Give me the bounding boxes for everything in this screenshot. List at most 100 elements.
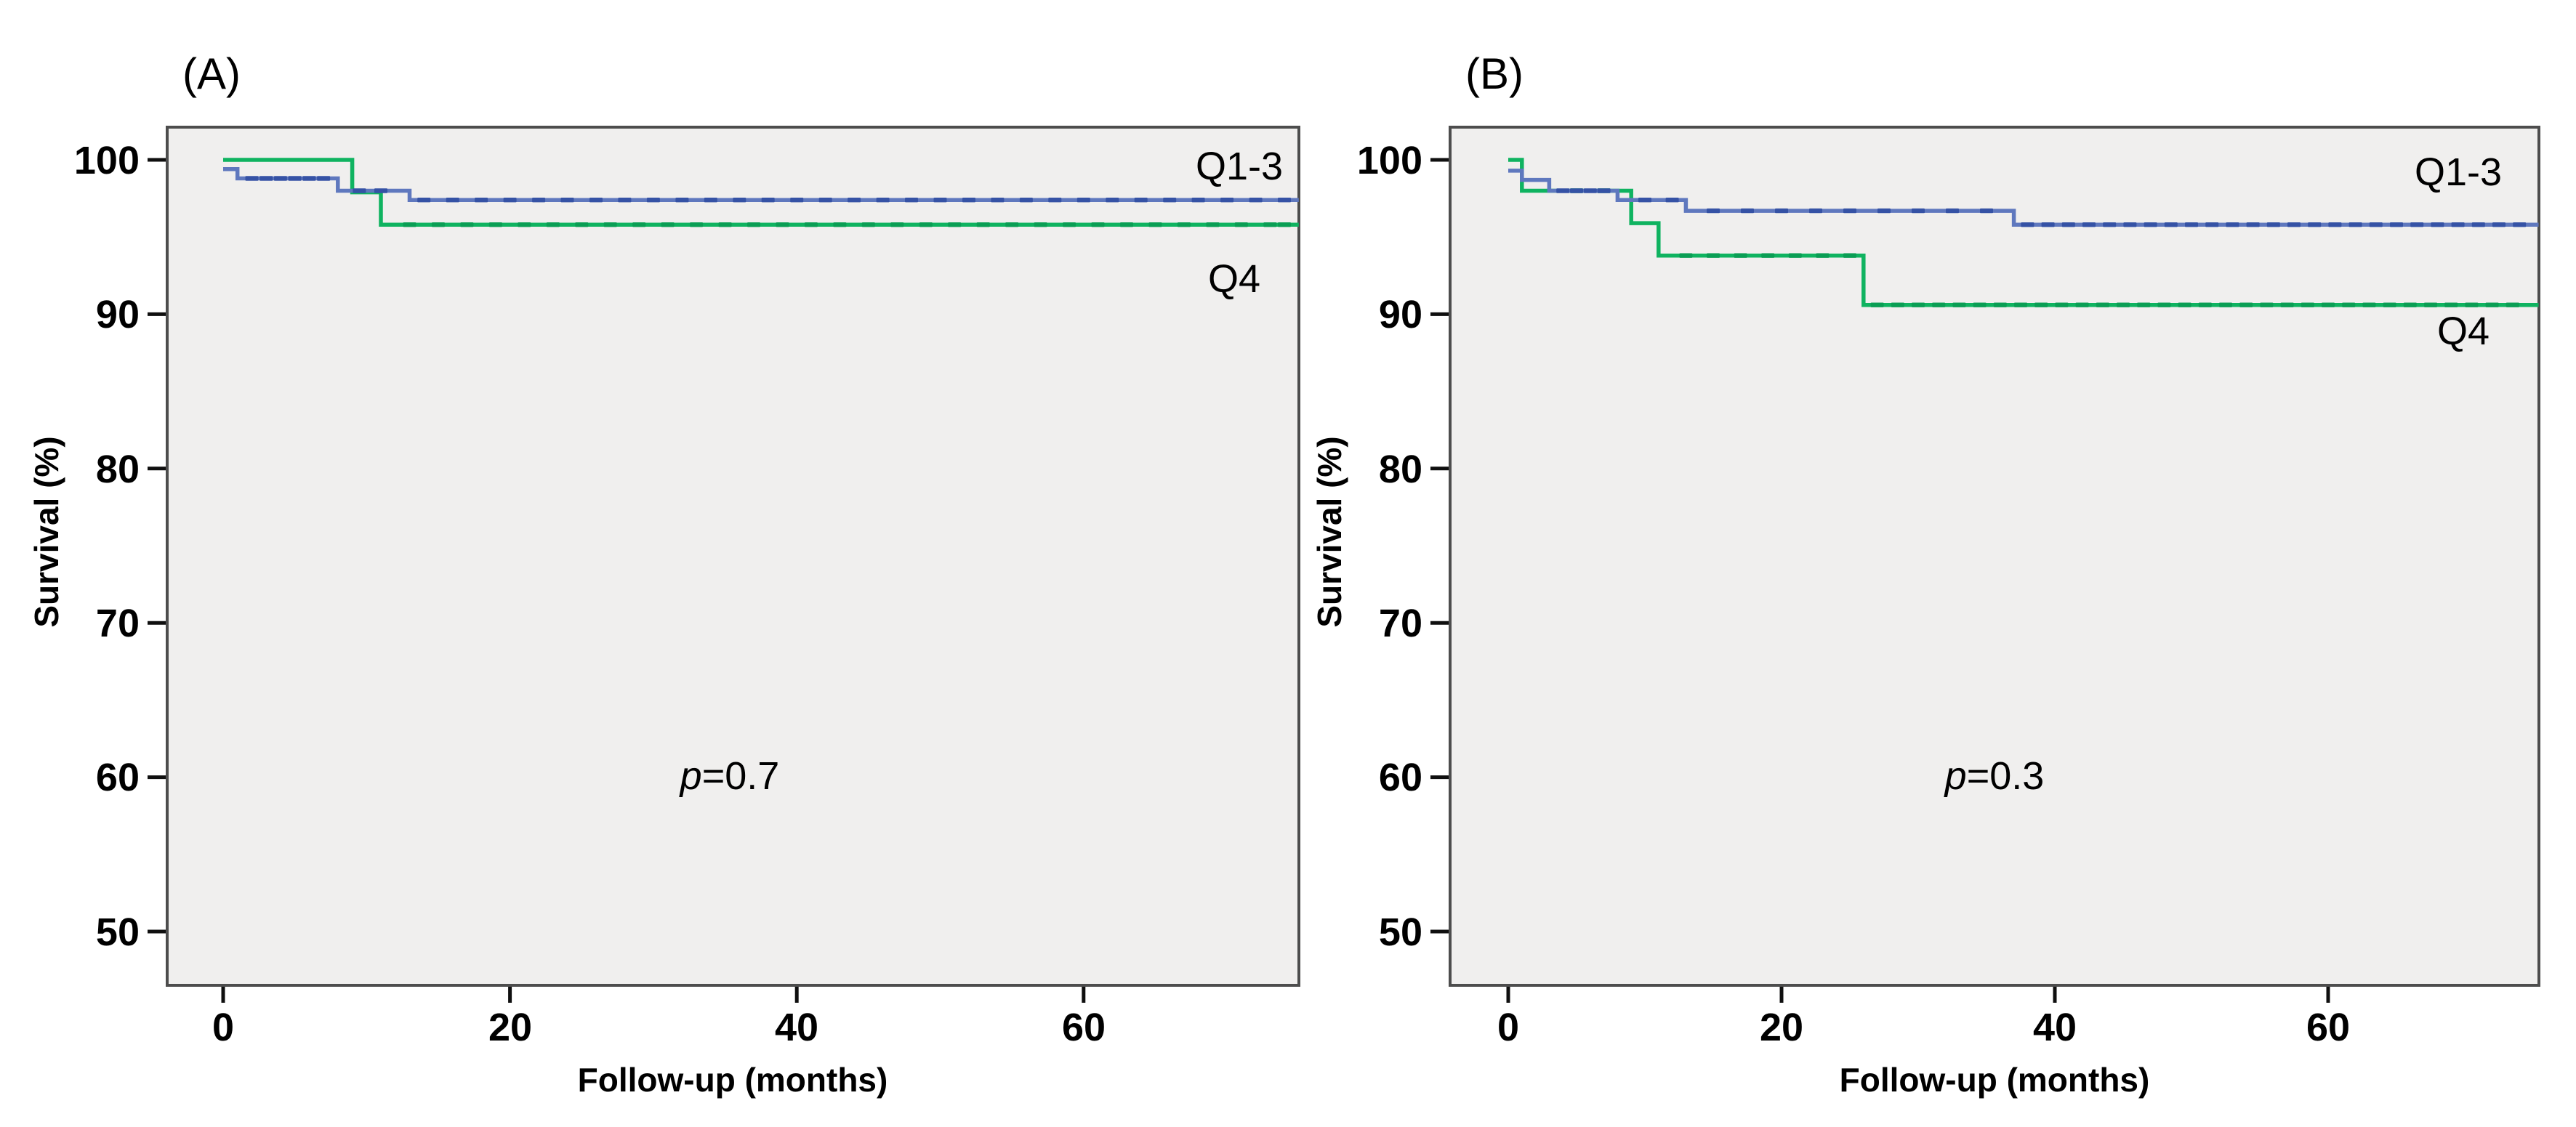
x-tick-label: 40: [2033, 1006, 2077, 1049]
y-tick-label: 50: [1379, 910, 1422, 954]
x-tick-label: 0: [1497, 1006, 1519, 1049]
censor-mark: [1843, 253, 1856, 258]
censor-mark: [1134, 198, 1148, 203]
panel-a: (A) 100 90 80 70 60 50 0 20 40 60 Follow…: [28, 49, 1300, 1099]
x-tick-label: 0: [212, 1006, 234, 1049]
censor-mark: [1177, 222, 1191, 227]
censor-mark: [1843, 208, 1856, 214]
y-tick-label: 100: [74, 139, 140, 182]
censor-mark: [1076, 198, 1090, 203]
censor-mark: [2280, 302, 2294, 307]
censor-mark: [2471, 222, 2485, 227]
censor-mark: [1570, 188, 1583, 193]
censor-mark: [1980, 208, 1993, 214]
censor-mark: [2185, 222, 2198, 227]
series-label-q1-3: Q1-3: [2415, 150, 2502, 194]
censor-mark: [991, 198, 1005, 203]
censor-mark: [2322, 302, 2335, 307]
censor-mark: [2362, 302, 2376, 307]
censor-mark: [675, 198, 689, 203]
censor-mark: [2308, 222, 2322, 227]
censor-mark: [1952, 302, 1966, 307]
censor-mark: [761, 198, 775, 203]
censor-mark: [747, 222, 760, 227]
censor-mark: [1234, 222, 1248, 227]
censor-mark: [1741, 208, 1754, 214]
censor-mark: [1775, 208, 1788, 214]
censor-mark: [2260, 302, 2274, 307]
censor-mark: [532, 198, 546, 203]
censor-mark: [776, 222, 789, 227]
censor-mark: [2144, 222, 2157, 227]
y-tick-label: 90: [96, 293, 140, 336]
censor-mark: [1163, 198, 1177, 203]
censor-mark: [2034, 302, 2048, 307]
censor-mark: [1973, 302, 1987, 307]
p-symbol: p: [1944, 754, 1967, 798]
censor-mark: [2485, 302, 2499, 307]
censor-mark: [833, 222, 847, 227]
p-value-text: =0.7: [702, 754, 780, 798]
y-axis-title-a: Survival (%): [28, 436, 65, 627]
plot-area-b: [1449, 126, 2540, 987]
plot-area-a: [166, 126, 1300, 987]
censor-mark: [2061, 222, 2075, 227]
curves-b: [1430, 158, 2539, 1003]
censor-mark: [861, 222, 875, 227]
censor-mark: [1278, 198, 1291, 203]
censor-mark: [1206, 222, 1220, 227]
censor-mark: [1249, 198, 1263, 203]
censor-mark: [2075, 302, 2089, 307]
censor-mark: [2096, 302, 2109, 307]
censor-mark: [876, 198, 890, 203]
censor-mark: [2055, 302, 2069, 307]
censor-mark: [690, 222, 704, 227]
censor-mark: [1106, 198, 1119, 203]
curves-a: [148, 158, 1299, 1003]
censor-mark: [661, 222, 675, 227]
censor-mark: [919, 222, 933, 227]
censor-mark: [2246, 222, 2260, 227]
km-curve-q1-3: [223, 166, 1299, 202]
censor-mark: [2383, 302, 2396, 307]
panel-b: (B) 100 90 80 70 60 50 0 20 40 60 Follow…: [1311, 49, 2540, 1099]
censor-mark: [948, 222, 962, 227]
censor-mark: [1734, 253, 1747, 258]
y-tick-label: 60: [1379, 756, 1422, 799]
censor-mark: [2137, 302, 2151, 307]
censor-mark: [446, 198, 459, 203]
censor-mark: [353, 188, 366, 193]
censor-mark: [560, 198, 574, 203]
censor-mark: [1788, 253, 1802, 258]
y-tick-label: 80: [1379, 448, 1422, 491]
censor-mark: [1870, 302, 1884, 307]
series-label-q1-3: Q1-3: [1196, 145, 1283, 188]
censor-mark: [1556, 188, 1570, 193]
censor-mark: [1993, 302, 2007, 307]
censor-mark: [1220, 198, 1234, 203]
p-symbol: p: [679, 754, 702, 798]
x-tick-label: 20: [488, 1006, 532, 1049]
censor-mark: [1091, 222, 1105, 227]
censor-mark: [704, 198, 717, 203]
censor-mark: [1946, 208, 1959, 214]
panel-a-letter: (A): [182, 49, 241, 98]
censor-mark: [2014, 302, 2027, 307]
censor-mark: [259, 176, 273, 181]
censor-mark: [317, 176, 331, 181]
censor-mark: [2328, 222, 2342, 227]
censor-mark: [432, 222, 445, 227]
y-axis-title-b: Survival (%): [1311, 436, 1348, 627]
censor-mark: [603, 222, 617, 227]
censor-mark: [2082, 222, 2096, 227]
censor-mark: [905, 198, 918, 203]
censor-mark: [2226, 222, 2239, 227]
censor-mark: [933, 198, 947, 203]
series-label-q4: Q4: [2437, 310, 2490, 353]
censor-mark: [1912, 208, 1925, 214]
x-axis-title-a: Follow-up (months): [578, 1061, 888, 1099]
censor-mark: [2505, 302, 2519, 307]
censor-mark: [417, 198, 431, 203]
censor-mark: [848, 198, 861, 203]
